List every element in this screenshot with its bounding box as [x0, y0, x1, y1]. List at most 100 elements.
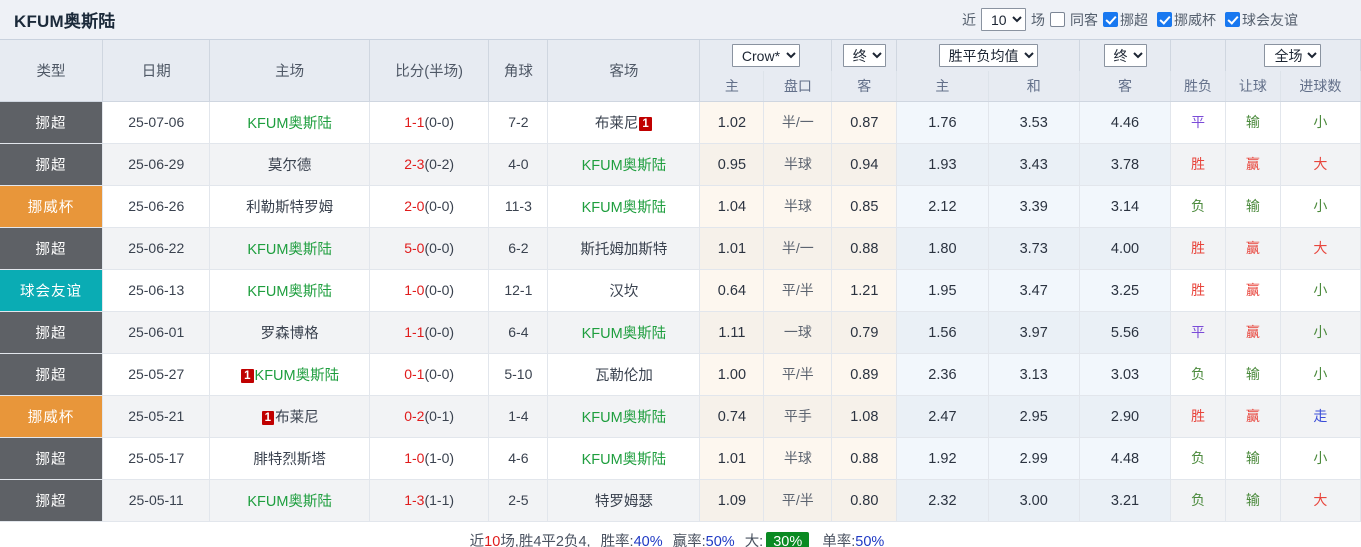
cell-away[interactable]: 特罗姆瑟 — [547, 479, 701, 522]
match-history-table: 类型 日期 主场 比分(半场) 角球 客场 Crow* 终 — [0, 40, 1361, 522]
col-hd-away: 客 — [831, 71, 898, 102]
summary-unit-record: 场,胜4平2负4, — [500, 533, 591, 547]
cell-date: 25-05-21 — [102, 395, 211, 438]
cell-away[interactable]: KFUM奥斯陆 — [547, 311, 701, 354]
cell-away[interactable]: KFUM奥斯陆 — [547, 185, 701, 228]
team-name: KFUM奥斯陆 — [581, 199, 667, 216]
competition-checkbox-2[interactable] — [1225, 12, 1240, 27]
cell-away[interactable]: 布莱尼 1 — [547, 101, 701, 144]
europe-type-select[interactable]: 胜平负均值 — [938, 44, 1038, 67]
summary-ying-rate: 赢率:50% — [673, 530, 735, 547]
competition-filter-0[interactable]: 挪超 — [1103, 10, 1152, 30]
cell-result-goals: 小 — [1280, 353, 1361, 396]
cell-home[interactable]: 1 KFUM奥斯陆 — [209, 353, 370, 396]
recent-count-select[interactable]: 10 — [981, 8, 1026, 31]
competition-label-1: 挪威杯 — [1174, 11, 1216, 28]
corner-score: 1-4 — [508, 408, 529, 424]
cell-result-wdl: 胜 — [1170, 269, 1226, 312]
big-rate-value: 30% — [766, 531, 810, 547]
competition-badge: 挪超 — [0, 101, 102, 142]
competition-badge: 挪威杯 — [0, 185, 102, 226]
handicap-stage-cell[interactable]: 终 — [831, 40, 898, 71]
handicap-stage-select[interactable]: 终 — [842, 44, 886, 67]
team-name: 瓦勒伦加 — [594, 367, 653, 384]
cell-result-handicap: 赢 — [1225, 143, 1281, 186]
cell-away[interactable]: 汉坎 — [547, 269, 701, 312]
corner-score: 5-10 — [504, 366, 533, 382]
cell-result-handicap: 输 — [1225, 479, 1281, 522]
team-name: 斯托姆加斯特 — [580, 241, 668, 258]
col-res-goals: 进球数 — [1280, 71, 1361, 102]
europe-type-cell[interactable]: 胜平负均值 — [896, 40, 1080, 71]
team-name: KFUM奥斯陆 — [581, 451, 667, 468]
col-type: 类型 — [0, 40, 103, 102]
cell-date: 25-07-06 — [102, 101, 211, 144]
cell-home[interactable]: 罗森博格 — [209, 311, 370, 354]
cell-result-handicap: 输 — [1225, 437, 1281, 480]
cell-home[interactable]: KFUM奥斯陆 — [209, 479, 370, 522]
bookmaker-select-cell[interactable]: Crow* — [699, 40, 833, 71]
competition-filter-1[interactable]: 挪威杯 — [1157, 10, 1220, 30]
table-row[interactable]: 挪超 25-07-06 KFUM奥斯陆 1-1(0-0) 7-2 布莱尼 1 1.02 半/一 0… — [0, 101, 1361, 144]
table-row[interactable]: 挪超 25-06-29 莫尔德 2-3(0-2) 4-0 KFUM奥斯陆 0.95 半球 0.9… — [0, 143, 1361, 186]
cell-type: 挪超 — [0, 479, 103, 522]
team-name: 腓特烈斯塔 — [253, 451, 326, 468]
table-row[interactable]: 挪威杯 25-06-26 利勒斯特罗姆 2-0(0-0) 11-3 KFUM奥斯陆 1.04… — [0, 185, 1361, 228]
cell-handicap-home: 0.74 — [699, 395, 765, 438]
table-row[interactable]: 挪威杯 25-05-21 1 布莱尼 0-2(0-1) 1-4 KFUM奥斯陆 0.74 平手 1… — [0, 395, 1361, 438]
match-date: 25-06-01 — [128, 324, 185, 340]
match-score: 5-0(0-0) — [404, 240, 455, 256]
col-date: 日期 — [102, 40, 211, 102]
table-row[interactable]: 球会友谊 25-06-13 KFUM奥斯陆 1-0(0-0) 12-1 汉坎 0.64 平/半… — [0, 269, 1361, 312]
cell-date: 25-06-26 — [102, 185, 211, 228]
bookmaker-select[interactable]: Crow* — [731, 44, 800, 67]
team-name: KFUM奥斯陆 — [247, 283, 332, 300]
cell-europe-home: 2.12 — [896, 185, 989, 228]
cell-home[interactable]: KFUM奥斯陆 — [209, 227, 370, 270]
cell-europe-draw: 3.97 — [988, 311, 1080, 354]
cell-away[interactable]: 瓦勒伦加 — [547, 353, 701, 396]
table-row[interactable]: 挪超 25-05-11 KFUM奥斯陆 1-3(1-1) 2-5 特罗姆瑟 1.09 平/半 0… — [0, 479, 1361, 522]
match-score: 1-3(1-1) — [404, 492, 455, 508]
cell-home[interactable]: 莫尔德 — [209, 143, 370, 186]
cell-away[interactable]: KFUM奥斯陆 — [547, 395, 701, 438]
table-row[interactable]: 挪超 25-05-27 1 KFUM奥斯陆 0-1(0-0) 5-10 瓦勒伦加 1.00 平/… — [0, 353, 1361, 396]
table-row[interactable]: 挪超 25-06-22 KFUM奥斯陆 5-0(0-0) 6-2 斯托姆加斯特 1.01 半/… — [0, 227, 1361, 270]
panel-header: KFUM奥斯陆 近 10 场 同客 挪超 挪威杯 球会友谊 — [0, 0, 1361, 40]
cell-away[interactable]: 斯托姆加斯特 — [547, 227, 701, 270]
corner-score: 4-6 — [508, 450, 529, 466]
competition-badge: 球会友谊 — [0, 269, 102, 310]
table-row[interactable]: 挪超 25-05-17 腓特烈斯塔 1-0(1-0) 4-6 KFUM奥斯陆 1.01 半球 0… — [0, 437, 1361, 480]
table-row[interactable]: 挪超 25-06-01 罗森博格 1-1(0-0) 6-4 KFUM奥斯陆 1.11 一球 0.… — [0, 311, 1361, 354]
cell-europe-home: 1.80 — [896, 227, 989, 270]
europe-stage-select[interactable]: 终 — [1103, 44, 1147, 67]
competition-label-2: 球会友谊 — [1242, 11, 1298, 28]
competition-filter-2[interactable]: 球会友谊 — [1225, 10, 1302, 30]
cell-result-handicap: 输 — [1225, 185, 1281, 228]
scope-select[interactable]: 全场 — [1264, 44, 1322, 67]
cell-europe-away: 4.48 — [1079, 437, 1172, 480]
cell-home[interactable]: 1 布莱尼 — [209, 395, 370, 438]
cell-home[interactable]: 腓特烈斯塔 — [209, 437, 370, 480]
competition-checkbox-0[interactable] — [1103, 12, 1118, 27]
cell-away[interactable]: KFUM奥斯陆 — [547, 437, 701, 480]
cell-europe-home: 2.36 — [896, 353, 989, 396]
cell-result-goals: 大 — [1280, 479, 1361, 522]
cell-result-wdl: 胜 — [1170, 143, 1226, 186]
europe-stage-cell[interactable]: 终 — [1079, 40, 1172, 71]
cell-home[interactable]: KFUM奥斯陆 — [209, 101, 370, 144]
cell-europe-draw: 2.95 — [988, 395, 1080, 438]
cell-result-wdl: 负 — [1170, 437, 1226, 480]
competition-label-0: 挪超 — [1120, 11, 1148, 28]
win-rate-label: 胜率: — [600, 533, 634, 547]
cell-home[interactable]: 利勒斯特罗姆 — [209, 185, 370, 228]
match-score: 2-3(0-2) — [404, 156, 455, 172]
cell-away[interactable]: KFUM奥斯陆 — [547, 143, 701, 186]
cell-handicap-line: 半球 — [763, 437, 833, 480]
cell-home[interactable]: KFUM奥斯陆 — [209, 269, 370, 312]
same-away-checkbox[interactable] — [1050, 12, 1065, 27]
cell-europe-home: 1.56 — [896, 311, 989, 354]
scope-select-cell[interactable]: 全场 — [1225, 40, 1361, 71]
cell-result-wdl: 胜 — [1170, 395, 1226, 438]
competition-checkbox-1[interactable] — [1157, 12, 1172, 27]
